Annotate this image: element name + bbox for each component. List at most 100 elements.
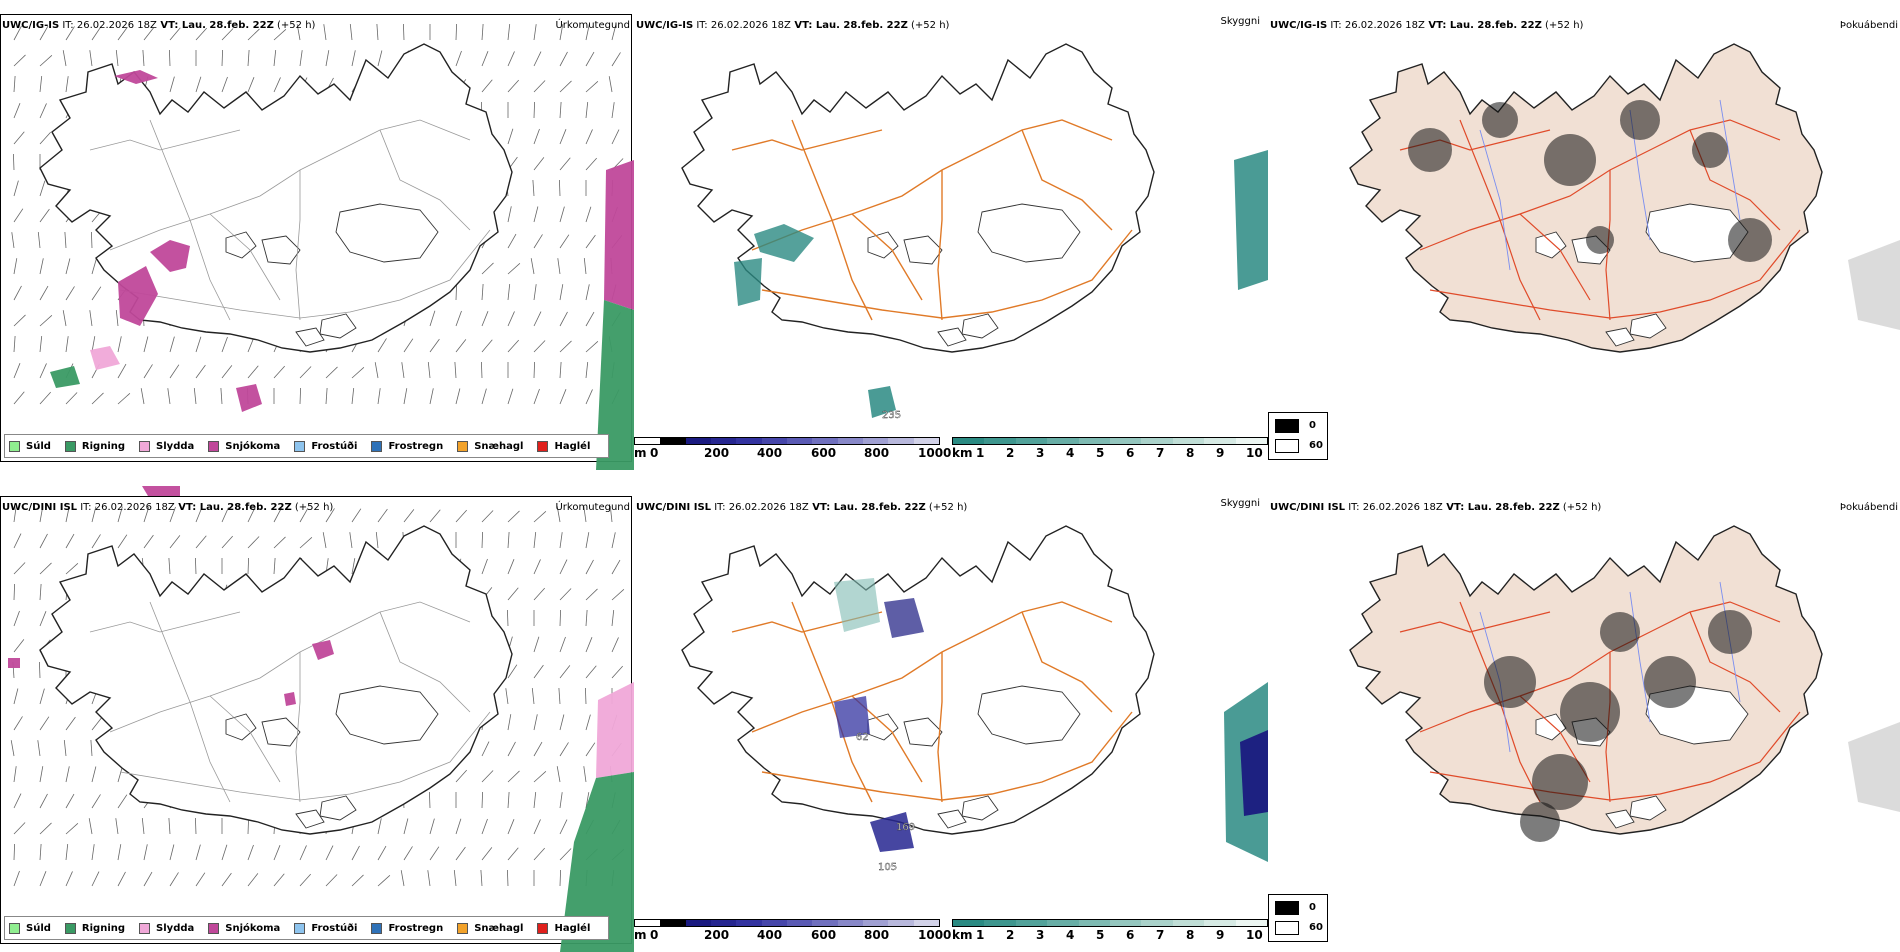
wind-barb (455, 818, 462, 835)
road-line (89, 611, 241, 633)
colorbar-tick: 10 (1246, 446, 1263, 460)
wind-barb (507, 714, 512, 731)
wind-barb (559, 636, 566, 653)
wind-barb (583, 506, 587, 523)
wind-barb (481, 311, 489, 327)
legend-item: Frostregn (371, 922, 443, 934)
precip-legend: Súld Rigning Slydda Snjókoma Frostúði Frostre… (4, 916, 610, 940)
colorbar-strip (634, 437, 940, 445)
glacier-outline (867, 231, 899, 259)
wind-barb (507, 791, 510, 809)
legend-swatch (208, 922, 220, 934)
legend-item: Snjókoma (208, 922, 280, 934)
rain-area (50, 366, 80, 388)
colorbar-tick: 6 (1126, 446, 1135, 460)
wind-barb (143, 871, 153, 887)
wind-barb (533, 771, 547, 783)
wind-barb (39, 843, 42, 861)
it-label: IT: (693, 20, 711, 31)
cloud-base-colorbar: m 0 200 400 600 800 1000 (634, 919, 951, 947)
wind-barb (195, 364, 206, 379)
wind-barb (559, 311, 568, 327)
colorbar-segment (888, 920, 914, 926)
wind-barb (39, 688, 45, 705)
wind-barb (65, 871, 73, 887)
colorbar-labels: km 1 2 3 4 5 6 7 8 9 10 (952, 445, 1268, 461)
wind-barb (91, 766, 97, 783)
wind-barb (65, 716, 76, 731)
legend-item: Slydda (139, 440, 194, 452)
wind-barb (429, 388, 434, 405)
valid-time: Lau. 28.feb. 22Z (1449, 20, 1542, 31)
wind-barb (611, 637, 619, 653)
lead-time: (+52 h) (925, 502, 968, 513)
wind-barb (39, 533, 48, 549)
snow-area (236, 384, 262, 412)
wind-barb (559, 389, 567, 405)
model-name: UWC/DINI ISL (2, 502, 78, 513)
low-visibility-area (1234, 150, 1268, 290)
wind-barb (559, 157, 571, 171)
wind-barb (400, 870, 405, 887)
legend-label: Súld (26, 440, 51, 452)
colorbar-segment (1141, 920, 1173, 926)
wind-barb (585, 588, 598, 601)
colorbar-tick: 6 (1126, 928, 1135, 942)
road-line (1399, 611, 1551, 633)
wind-barb (13, 870, 20, 887)
wind-barb (169, 336, 175, 353)
colorbar-segment (786, 920, 813, 926)
road-line (937, 170, 943, 321)
wind-barb (273, 77, 281, 93)
wind-barb (221, 76, 228, 93)
colorbar-segment (1110, 920, 1142, 926)
fog-legend-swatch (1275, 419, 1299, 433)
colorbar-segment (862, 438, 889, 444)
glacier-outline (295, 809, 325, 829)
legend-item: Snæhagl (457, 922, 523, 934)
rain-area (596, 300, 634, 470)
wind-barb (221, 872, 232, 887)
wind-barb (91, 534, 101, 549)
wind-barb (585, 129, 593, 145)
wind-barb (13, 285, 22, 301)
panel-header: UWC/DINI ISL IT: 26.02.2026 18Z VT: Lau.… (1270, 502, 1601, 514)
wind-barb (13, 103, 21, 119)
wind-barb (481, 51, 489, 67)
snow-area (312, 640, 334, 660)
colorbar-tick: 0 (650, 446, 659, 460)
wind-barb (608, 76, 613, 93)
wind-barb (533, 51, 542, 67)
wind-barb (143, 364, 153, 379)
wind-barb (533, 361, 535, 379)
legend-swatch (64, 440, 76, 452)
wind-barb (507, 847, 519, 861)
wind-barb (273, 873, 285, 887)
wind-barb (481, 818, 488, 835)
road-line (1021, 129, 1113, 231)
wind-barb (585, 102, 589, 119)
wind-barb (13, 363, 21, 379)
fog-area (1644, 656, 1696, 708)
road-line (791, 119, 873, 321)
glacier-outline (1645, 203, 1749, 263)
road-line (1429, 229, 1801, 319)
snow-area (284, 692, 296, 706)
model-name: UWC/IG-IS (636, 20, 694, 31)
wind-barb (507, 339, 519, 353)
legend-item: Rigning (64, 922, 125, 934)
road-line (1519, 213, 1591, 301)
legend-item: Súld (9, 440, 51, 452)
colorbar-segment (635, 438, 661, 444)
road-line (149, 119, 231, 321)
colorbar-labels: km 1 2 3 4 5 6 7 8 9 10 (952, 927, 1268, 943)
wind-barb (65, 506, 70, 523)
wind-barb (585, 665, 597, 679)
wind-barb (65, 336, 69, 353)
wind-barb (481, 791, 483, 809)
wind-barb (13, 75, 16, 93)
wind-barb (429, 509, 441, 523)
wind-barb (533, 206, 539, 223)
fog-panel: UWC/DINI ISL IT: 26.02.2026 18Z VT: Lau.… (1268, 482, 1900, 952)
wind-barb (247, 557, 249, 575)
